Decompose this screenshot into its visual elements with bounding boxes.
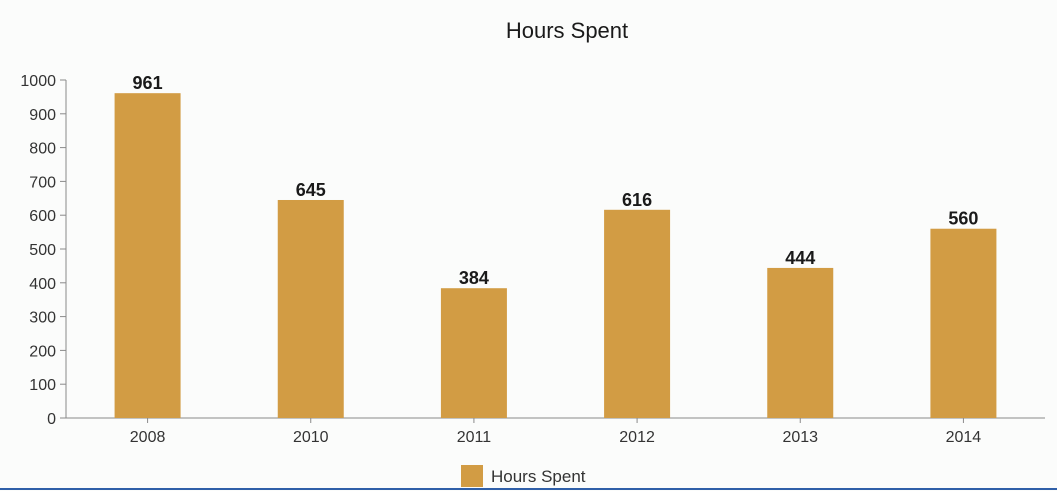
x-tick-label-2014: 2014 <box>946 429 982 446</box>
chart-title: Hours Spent <box>506 18 628 43</box>
data-label-2011: 384 <box>459 268 489 288</box>
y-tick-label: 700 <box>29 174 56 191</box>
data-label-2010: 645 <box>296 180 326 200</box>
y-tick-label: 800 <box>29 141 56 158</box>
y-tick-label: 100 <box>29 377 56 394</box>
x-tick-label-2013: 2013 <box>782 429 818 446</box>
y-tick-label: 1000 <box>20 73 56 90</box>
y-tick-label: 900 <box>29 107 56 124</box>
x-tick-label-2010: 2010 <box>293 429 329 446</box>
bar-2012[interactable] <box>604 209 671 418</box>
y-tick-label: 0 <box>47 411 56 428</box>
data-label-2008: 961 <box>133 73 163 93</box>
bars-group <box>114 93 997 418</box>
y-axis-ticks: 0 100 200 300 400 500 600 700 800 900 1000 <box>20 73 66 428</box>
data-label-2012: 616 <box>622 190 652 210</box>
x-tick-label-2012: 2012 <box>619 429 655 446</box>
x-tick-label-2011: 2011 <box>457 429 492 446</box>
legend[interactable]: Hours Spent <box>461 465 586 487</box>
bar-2014[interactable] <box>930 228 997 418</box>
data-label-2014: 560 <box>948 209 978 229</box>
x-axis-labels: 2008 2010 2011 2012 2013 2014 <box>130 418 982 446</box>
bar-2008[interactable] <box>114 93 181 418</box>
bar-2010[interactable] <box>277 199 344 418</box>
bar-2013[interactable] <box>767 267 834 418</box>
legend-swatch <box>461 465 483 487</box>
legend-label: Hours Spent <box>491 467 586 486</box>
data-labels-group: 961 645 384 616 444 560 <box>133 73 979 288</box>
x-tick-label-2008: 2008 <box>130 429 166 446</box>
y-tick-label: 500 <box>29 242 56 259</box>
bar-2011[interactable] <box>440 288 507 418</box>
y-tick-label: 300 <box>29 310 56 327</box>
y-tick-label: 200 <box>29 343 56 360</box>
data-label-2013: 444 <box>785 248 815 268</box>
y-tick-label: 400 <box>29 276 56 293</box>
y-tick-label: 600 <box>29 208 56 225</box>
